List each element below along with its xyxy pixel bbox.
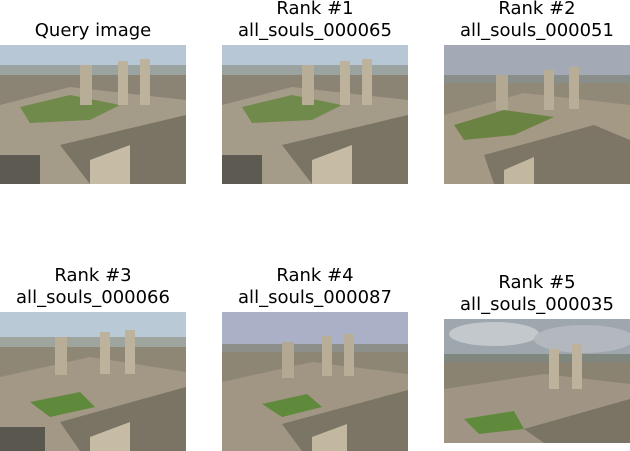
panel-title-line1: Rank #2	[498, 0, 576, 19]
result-photo	[0, 312, 186, 451]
panel-title-line2: all_souls_000066	[16, 287, 170, 308]
panel-title-line1: Rank #1	[276, 0, 354, 19]
panel-title-line2: all_souls_000065	[238, 20, 392, 41]
panel-title: Rank #3 all_souls_000066	[0, 265, 186, 309]
panel-rank-2: Rank #2 all_souls_000051	[444, 0, 630, 200]
panel-title: Rank #1 all_souls_000065	[222, 0, 408, 42]
result-photo	[222, 312, 408, 451]
panel-title-line2: all_souls_000087	[238, 287, 392, 308]
result-photo	[444, 319, 630, 443]
panel-title: Rank #5 all_souls_000035	[444, 272, 630, 316]
panel-title-line1: Rank #3	[54, 265, 132, 286]
panel-title-line1: Rank #4	[276, 265, 354, 286]
panel-title: Query image	[0, 20, 186, 42]
panel-title: Rank #4 all_souls_000087	[222, 265, 408, 309]
panel-query: Query image	[0, 0, 186, 200]
panel-title-line1: Query image	[34, 20, 152, 41]
panel-rank-3: Rank #3 all_souls_000066	[0, 265, 186, 451]
query-photo	[0, 45, 186, 184]
panel-rank-5: Rank #5 all_souls_000035	[444, 265, 630, 451]
result-photo	[444, 45, 630, 184]
panel-title-line1: Rank #5	[498, 272, 576, 293]
panel-title-line2: all_souls_000051	[460, 20, 614, 41]
panel-title: Rank #2 all_souls_000051	[444, 0, 630, 42]
panel-title-line2: all_souls_000035	[460, 294, 614, 315]
panel-rank-4: Rank #4 all_souls_000087	[222, 265, 408, 451]
panel-rank-1: Rank #1 all_souls_000065	[222, 0, 408, 200]
result-photo	[222, 45, 408, 184]
